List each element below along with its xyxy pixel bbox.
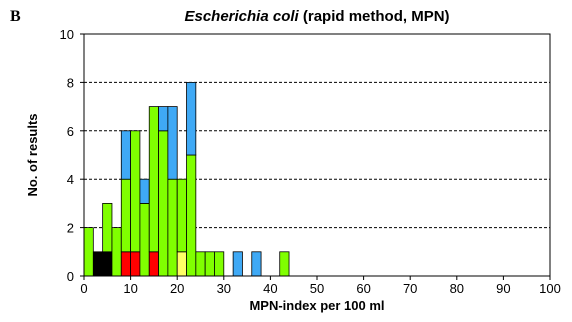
chart-title-italic: Escherichia coli [184,8,299,25]
histogram-bar [120,130,131,180]
histogram-bar [176,251,187,277]
y-axis-label: No. of results [25,113,40,196]
x-ticks: 0 10 20 30 40 50 60 70 80 90 100 [80,276,561,296]
histogram-bar [279,251,290,277]
histogram-bar [148,251,159,277]
y-tick-label: 10 [60,27,74,42]
panel-letter: B [10,8,21,25]
histogram-bar [251,251,262,277]
histogram-bar [186,82,197,156]
histogram-bar [139,178,150,204]
histogram-bar [130,251,141,277]
histogram-bar [130,130,141,253]
y-ticks: 0 2 4 6 8 10 [60,27,84,284]
chart-title: Escherichia coli (rapid method, MPN) [84,8,550,25]
x-tick-label: 10 [123,281,137,296]
histogram-bar [167,178,178,277]
histogram-bar [139,202,150,277]
y-tick-label: 6 [67,124,74,139]
histogram-bar [167,106,178,180]
x-tick-label: 100 [539,281,561,296]
y-tick-label: 8 [67,75,74,90]
histogram-bar [195,251,206,277]
histogram-bar [176,178,187,253]
x-tick-label: 0 [80,281,87,296]
x-tick-label: 80 [450,281,464,296]
histogram-bar [102,251,113,277]
y-tick-label: 0 [67,269,74,284]
histogram-bar [158,130,169,277]
x-tick-label: 40 [263,281,277,296]
y-tick-label: 4 [67,172,74,187]
x-tick-label: 70 [403,281,417,296]
histogram-bar [186,154,197,277]
x-tick-label: 20 [170,281,184,296]
histogram-bar [204,251,215,277]
histogram-bar [232,251,243,277]
histogram-bar [92,251,104,277]
histogram-bar [148,106,159,253]
histogram-bar [120,251,131,277]
y-tick-label: 2 [67,221,74,236]
histogram-bar [158,106,169,132]
x-tick-label: 90 [496,281,510,296]
histogram-bar [120,178,131,253]
histogram-bar [111,227,122,277]
x-tick-label: 50 [310,281,324,296]
chart-title-rest: (rapid method, MPN) [298,8,450,25]
histogram-bar [102,202,113,253]
x-axis-label: MPN-index per 100 ml [249,298,384,313]
x-tick-label: 30 [217,281,231,296]
bars [83,82,290,277]
histogram-bar [214,251,225,277]
histogram-bar [83,227,94,277]
x-tick-label: 60 [356,281,370,296]
